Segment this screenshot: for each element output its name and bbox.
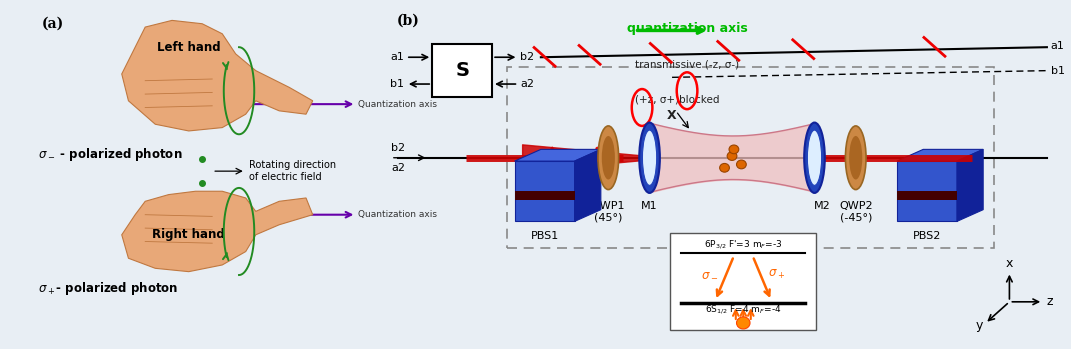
Text: transmissive (-z, σ-): transmissive (-z, σ-)	[634, 59, 739, 69]
Text: PBS2: PBS2	[912, 231, 941, 242]
Circle shape	[720, 163, 729, 172]
Text: $\sigma_-$ - polarized photon: $\sigma_-$ - polarized photon	[37, 146, 182, 163]
Ellipse shape	[639, 122, 660, 193]
Ellipse shape	[602, 136, 615, 179]
Text: 6S$_{1/2}$ F=4 m$_F$=-4: 6S$_{1/2}$ F=4 m$_F$=-4	[705, 303, 782, 316]
Text: b1: b1	[1051, 66, 1065, 76]
Text: Quantization axis: Quantization axis	[358, 210, 437, 219]
Circle shape	[729, 145, 739, 154]
Ellipse shape	[845, 126, 866, 190]
Ellipse shape	[808, 130, 821, 185]
Text: b1: b1	[390, 79, 404, 89]
Text: Left hand: Left hand	[157, 41, 221, 54]
Text: $\sigma_+$: $\sigma_+$	[769, 268, 785, 281]
Text: $\sigma_+$- polarized photon: $\sigma_+$- polarized photon	[37, 280, 179, 297]
Circle shape	[727, 152, 737, 161]
FancyBboxPatch shape	[670, 233, 816, 330]
Polygon shape	[515, 191, 574, 200]
Ellipse shape	[849, 136, 862, 179]
Text: Quantization axis: Quantization axis	[358, 100, 437, 109]
Polygon shape	[515, 149, 601, 161]
Ellipse shape	[643, 130, 657, 185]
Polygon shape	[122, 191, 313, 272]
Text: a1: a1	[1051, 40, 1065, 51]
Text: z: z	[1046, 295, 1054, 308]
Text: S: S	[455, 61, 469, 80]
Circle shape	[737, 317, 750, 329]
Text: (b): (b)	[396, 14, 420, 28]
Polygon shape	[897, 191, 957, 200]
Text: (+z, σ+)blocked: (+z, σ+)blocked	[634, 95, 719, 104]
Text: (a): (a)	[42, 17, 63, 31]
Text: b2: b2	[391, 143, 405, 153]
Text: a2: a2	[521, 79, 534, 89]
Text: x: x	[1006, 257, 1013, 270]
Text: Right hand: Right hand	[152, 228, 225, 241]
Text: Rotating direction
of electric field: Rotating direction of electric field	[250, 160, 336, 182]
Text: PBS1: PBS1	[530, 231, 559, 242]
Text: X: X	[666, 109, 676, 122]
Text: 6P$_{3/2}$ F'=3 m$_F$=-3: 6P$_{3/2}$ F'=3 m$_F$=-3	[704, 238, 783, 251]
Text: a1: a1	[390, 52, 404, 62]
Text: M1: M1	[642, 201, 658, 211]
Text: y: y	[976, 319, 983, 332]
Polygon shape	[574, 149, 601, 221]
Polygon shape	[897, 149, 983, 161]
Bar	[432, 44, 492, 97]
Polygon shape	[897, 161, 957, 221]
Text: $\sigma_-$: $\sigma_-$	[702, 267, 718, 280]
Text: b2: b2	[521, 52, 534, 62]
Text: a2: a2	[391, 163, 405, 173]
Polygon shape	[957, 149, 983, 221]
Ellipse shape	[598, 126, 619, 190]
Text: M2: M2	[814, 201, 830, 211]
Ellipse shape	[804, 122, 825, 193]
Text: quantization axis: quantization axis	[627, 22, 748, 35]
Polygon shape	[515, 161, 574, 221]
Circle shape	[737, 160, 746, 169]
Text: QWP1
(45°): QWP1 (45°)	[591, 201, 625, 223]
Polygon shape	[122, 20, 313, 131]
Text: QWP2
(-45°): QWP2 (-45°)	[839, 201, 873, 223]
